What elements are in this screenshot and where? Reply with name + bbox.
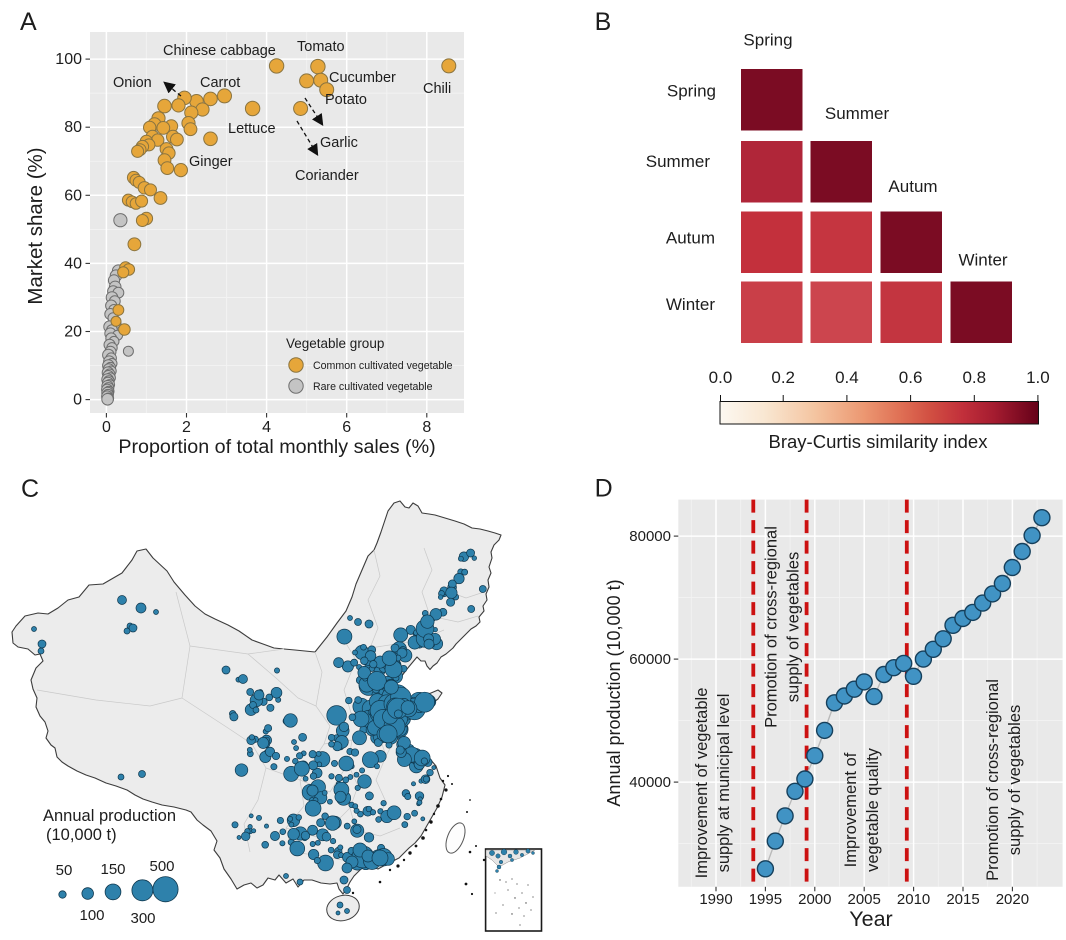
svg-text:20: 20 <box>64 324 82 341</box>
svg-text:0.0: 0.0 <box>709 368 733 387</box>
svg-text:Carrot: Carrot <box>200 75 240 91</box>
svg-text:Winter: Winter <box>666 295 715 314</box>
svg-text:Year: Year <box>849 907 892 931</box>
svg-text:Lettuce: Lettuce <box>228 121 276 137</box>
svg-text:Proportion of total monthly sa: Proportion of total monthly sales (%) <box>118 436 435 458</box>
svg-text:supply of vegetables: supply of vegetables <box>785 552 803 702</box>
svg-text:100: 100 <box>55 51 82 68</box>
svg-text:Promotion of cross-regional: Promotion of cross-regional <box>984 679 1002 881</box>
svg-text:D: D <box>595 475 613 503</box>
svg-text:300: 300 <box>130 910 155 927</box>
svg-text:2000: 2000 <box>798 891 831 908</box>
svg-text:2015: 2015 <box>946 891 979 908</box>
svg-text:A: A <box>20 8 37 36</box>
svg-text:Ginger: Ginger <box>189 154 233 170</box>
svg-text:1995: 1995 <box>749 891 782 908</box>
svg-text:2: 2 <box>182 419 191 436</box>
svg-text:2020: 2020 <box>996 891 1029 908</box>
svg-text:Cucumber: Cucumber <box>329 70 396 86</box>
svg-text:(10,000 t): (10,000 t) <box>46 826 117 844</box>
svg-text:Improvement of: Improvement of <box>842 752 860 867</box>
svg-text:1990: 1990 <box>699 891 732 908</box>
svg-text:supply of vegetables: supply of vegetables <box>1006 705 1024 855</box>
svg-text:Bray-Curtis similarity index: Bray-Curtis similarity index <box>769 431 989 452</box>
svg-text:40000: 40000 <box>629 774 671 791</box>
svg-text:supply at municipal level: supply at municipal level <box>715 694 733 873</box>
svg-text:100: 100 <box>79 907 104 924</box>
svg-text:80000: 80000 <box>629 528 671 545</box>
svg-text:Vegetable group: Vegetable group <box>286 336 384 351</box>
svg-text:Improvement of vegetable: Improvement of vegetable <box>693 688 711 879</box>
svg-text:0: 0 <box>102 419 111 436</box>
svg-text:60000: 60000 <box>629 651 671 668</box>
svg-text:Market share (%): Market share (%) <box>24 147 47 304</box>
svg-text:B: B <box>595 8 612 36</box>
svg-text:Summer: Summer <box>646 152 711 171</box>
svg-text:80: 80 <box>64 119 82 136</box>
svg-text:Annual production: Annual production <box>43 807 176 825</box>
svg-text:vegetable quality: vegetable quality <box>864 747 882 872</box>
svg-text:Rare cultivated vegetable: Rare cultivated vegetable <box>313 381 433 393</box>
svg-text:1.0: 1.0 <box>1026 368 1050 387</box>
svg-text:Promotion of cross-regional: Promotion of cross-regional <box>763 526 781 728</box>
svg-text:8: 8 <box>422 419 431 436</box>
svg-text:500: 500 <box>149 858 174 875</box>
svg-text:0.8: 0.8 <box>962 368 986 387</box>
svg-text:Spring: Spring <box>743 31 792 50</box>
svg-text:C: C <box>21 475 39 503</box>
svg-text:Annual production (10,000 t): Annual production (10,000 t) <box>604 579 624 806</box>
svg-text:Coriander: Coriander <box>295 168 359 184</box>
svg-text:Chinese cabbage: Chinese cabbage <box>163 43 276 59</box>
svg-text:Autum: Autum <box>666 229 715 248</box>
svg-text:Spring: Spring <box>667 81 716 100</box>
svg-text:150: 150 <box>100 861 125 878</box>
svg-text:50: 50 <box>56 862 73 879</box>
svg-text:2005: 2005 <box>848 891 881 908</box>
svg-text:Common cultivated vegetable: Common cultivated vegetable <box>313 360 453 372</box>
svg-text:Tomato: Tomato <box>297 39 345 55</box>
svg-text:40: 40 <box>64 255 82 272</box>
svg-text:0.2: 0.2 <box>771 368 795 387</box>
svg-text:Garlic: Garlic <box>320 135 358 151</box>
svg-text:6: 6 <box>342 419 351 436</box>
svg-text:60: 60 <box>64 187 82 204</box>
svg-text:0.4: 0.4 <box>835 368 859 387</box>
svg-text:Autum: Autum <box>888 177 937 196</box>
svg-text:2010: 2010 <box>897 891 930 908</box>
svg-text:Onion: Onion <box>113 75 152 91</box>
svg-text:Potato: Potato <box>325 92 367 108</box>
svg-text:Summer: Summer <box>825 104 890 123</box>
svg-text:Chili: Chili <box>423 81 451 97</box>
svg-text:Winter: Winter <box>958 251 1007 270</box>
svg-text:0: 0 <box>73 392 82 409</box>
svg-text:0.6: 0.6 <box>899 368 923 387</box>
svg-text:4: 4 <box>262 419 271 436</box>
